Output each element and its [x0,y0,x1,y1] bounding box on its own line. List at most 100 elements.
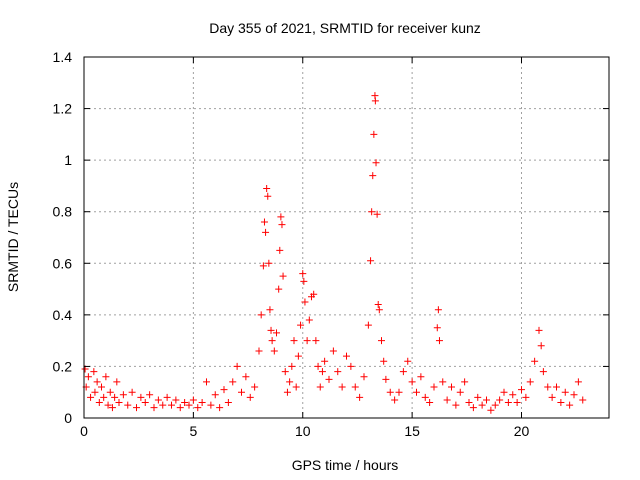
grid-lines [84,57,609,418]
data-point [426,399,434,407]
data-point [279,272,287,280]
data-point [372,159,380,167]
data-point [286,378,294,386]
x-axis-label: GPS time / hours [292,457,399,473]
data-point [417,373,425,381]
data-point [270,347,278,355]
data-point [111,393,119,401]
x-tick-label: 15 [404,423,420,439]
y-tick-label: 0 [64,410,72,426]
data-point [351,383,359,391]
data-point [316,383,324,391]
data-point [84,373,92,381]
data-point [273,329,280,337]
y-tick-label: 0.2 [53,358,73,374]
data-point [504,399,512,407]
data-point [430,383,438,391]
data-point [579,396,587,404]
chart-title: Day 355 of 2021, SRMTID for receiver kun… [209,20,481,36]
data-point [474,393,482,401]
data-point [483,396,490,404]
data-point [456,388,464,396]
data-point [224,399,232,407]
data-point [257,311,265,319]
data-point [367,257,375,265]
data-point [146,391,154,399]
y-tick-label: 0.8 [53,204,73,220]
data-point [198,399,206,407]
data-point [548,393,556,401]
y-tick-label: 1.4 [53,49,73,65]
data-point [574,378,582,386]
data-point [263,185,271,193]
data-point [290,337,298,345]
data-point [242,373,250,381]
plot-frame [83,56,610,419]
data-point [260,218,268,226]
data-point [150,404,158,412]
data-point [275,285,283,293]
data-point [374,301,382,309]
data-point [281,368,289,376]
data-point [255,347,263,355]
data-point [163,393,171,401]
data-point [553,383,560,391]
x-tick-label: 5 [189,423,197,439]
data-point [141,399,149,407]
data-point [433,324,441,332]
data-point [526,378,534,386]
data-point [194,404,202,412]
data-point [176,404,184,412]
axis-ticks: 0 5 10 15 20 0 0.2 0.4 0.6 0.8 1 1.2 1.4 [53,49,609,439]
data-point [561,388,569,396]
data-point [189,396,197,404]
data-point [380,357,388,365]
data-point [373,210,381,218]
x-tick-label: 20 [514,423,530,439]
data-point [159,401,167,409]
data-point [537,342,545,350]
data-point [461,378,469,386]
data-point [181,399,189,407]
data-point [294,352,302,360]
data-point [491,401,499,409]
data-point [301,298,309,306]
data-point [104,401,112,409]
data-point [496,396,504,404]
data-point [443,396,451,404]
data-point [478,401,486,409]
data-point [133,404,140,412]
data-point [421,393,429,401]
data-point [434,306,442,314]
data-point [154,396,162,404]
data-point [264,192,272,200]
data-point [500,388,508,396]
data-point [404,357,412,365]
data-point [185,401,193,409]
data-point [544,383,552,391]
data-point [435,337,443,345]
data-point [413,388,420,396]
data-point [378,337,385,345]
data-point [509,391,517,399]
data-point [300,277,308,285]
data-point [364,321,372,329]
data-point [299,270,307,278]
data-point [137,393,145,401]
data-point [452,401,460,409]
data-point [278,221,286,229]
data-point [108,404,116,412]
data-point [448,383,455,391]
data-point [375,306,383,314]
y-tick-label: 0.4 [53,307,73,323]
data-point [310,290,318,298]
y-tick-label: 1.2 [53,101,73,117]
data-point [265,259,273,267]
y-tick-label: 1 [64,152,72,168]
data-point [268,337,276,345]
data-point [168,401,175,409]
data-point [439,378,447,386]
data-point [338,383,346,391]
data-point [100,393,108,401]
